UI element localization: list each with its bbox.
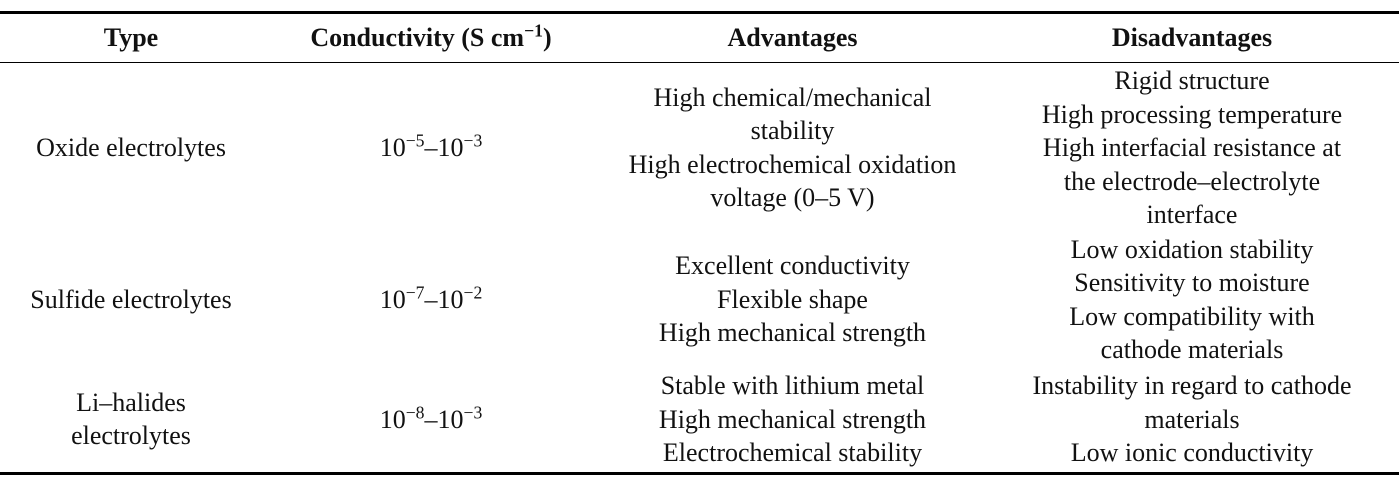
type-cell: Oxide electrolytes	[0, 63, 262, 233]
superscript: −2	[463, 282, 483, 303]
superscript: −1	[524, 20, 543, 41]
text-segment: 10	[379, 404, 406, 434]
cell-line: interface	[1146, 200, 1238, 229]
table-row: Li–halides electrolytes 10−8–10−3 Stable wi…	[0, 367, 1399, 474]
table-body: Oxide electrolytes 10−5–10−3 High chemical…	[0, 63, 1399, 474]
superscript: −3	[463, 401, 483, 422]
text-segment: 10	[379, 133, 406, 162]
disadvantages-cell: Low oxidation stability Sensitivity to mo…	[985, 233, 1399, 367]
superscript: −5	[405, 130, 425, 151]
cell-line: the electrode–electrolyte	[1063, 166, 1321, 196]
type-cell: Li–halides electrolytes	[0, 367, 262, 474]
cell-line: stability	[750, 116, 835, 146]
cell-line: High processing temperature	[1041, 99, 1343, 129]
cell-line: Oxide electrolytes	[36, 133, 226, 162]
text-segment: –10	[424, 133, 464, 162]
cell-line: Instability in regard to cathode	[1032, 371, 1352, 400]
cell-line: High chemical/mechanical	[653, 82, 932, 112]
text-segment: Advantages	[727, 23, 858, 53]
text-segment: Disadvantages	[1111, 23, 1273, 53]
text-segment: –10	[424, 404, 464, 434]
text-segment: 10	[379, 284, 406, 314]
cell-line: Li–halides	[76, 387, 186, 417]
cell-line: High interfacial resistance at	[1042, 133, 1342, 162]
header-cell: Type	[0, 13, 262, 63]
conductivity-cell: 10−8–10−3	[262, 367, 600, 474]
table-row: Sulfide electrolytes 10−7–10−2 Excellent c…	[0, 233, 1399, 367]
text-segment: –10	[424, 284, 464, 314]
cell-line: Low oxidation stability	[1070, 234, 1314, 264]
superscript: −8	[405, 401, 425, 422]
disadvantages-cell: Instability in regard to cathode material…	[985, 367, 1399, 474]
text-segment: )	[543, 23, 552, 53]
table-head: Type Conductivity (S cm−1) Advantages Disad…	[0, 12, 1399, 63]
cell-line: Excellent conductivity	[675, 251, 910, 281]
text-segment: Conductivity (S cm	[310, 23, 525, 53]
cell-line: High mechanical strength	[658, 404, 927, 434]
cell-line: High mechanical strength	[658, 318, 927, 348]
advantages-cell: Excellent conductivity Flexible shape High…	[600, 233, 985, 367]
cell-line: cathode materials	[1100, 335, 1284, 364]
cell-line: High electrochemical oxidation	[628, 149, 957, 179]
cell-line: Stable with lithium metal	[660, 371, 925, 400]
table: Type Conductivity (S cm−1) Advantages Disad…	[0, 11, 1399, 475]
table-row: Oxide electrolytes 10−5–10−3 High chemical…	[0, 63, 1399, 233]
advantages-cell: Stable with lithium metal High mechanical…	[600, 367, 985, 474]
cell-line: Electrochemical stability	[662, 438, 923, 467]
superscript: −3	[463, 130, 483, 151]
cell-line: materials	[1144, 404, 1240, 434]
superscript: −7	[405, 282, 425, 303]
cell-line: Low ionic conductivity	[1070, 438, 1314, 467]
text-segment: Type	[103, 23, 159, 53]
conductivity-cell: 10−7–10−2	[262, 233, 600, 367]
header-row: Type Conductivity (S cm−1) Advantages Disad…	[0, 12, 1399, 63]
header-cell: Advantages	[600, 13, 985, 63]
cell-line: voltage (0–5 V)	[710, 183, 875, 213]
header-cell: Conductivity (S cm−1)	[262, 13, 600, 63]
cell-line: electrolytes	[71, 421, 191, 451]
cell-line: Sensitivity to moisture	[1074, 268, 1310, 297]
header-cell: Disadvantages	[985, 13, 1399, 63]
cell-line: Low compatibility with	[1069, 301, 1315, 331]
cell-line: Rigid structure	[1114, 66, 1270, 95]
cell-line: Flexible shape	[717, 284, 868, 314]
advantages-cell: High chemical/mechanical stability High el…	[600, 63, 985, 233]
disadvantages-cell: Rigid structure High processing temperatu…	[985, 63, 1399, 233]
type-cell: Sulfide electrolytes	[0, 233, 262, 367]
table-wrapper: Type Conductivity (S cm−1) Advantages Disad…	[0, 11, 1399, 475]
conductivity-cell: 10−5–10−3	[262, 63, 600, 233]
cell-line: Sulfide electrolytes	[30, 284, 232, 314]
